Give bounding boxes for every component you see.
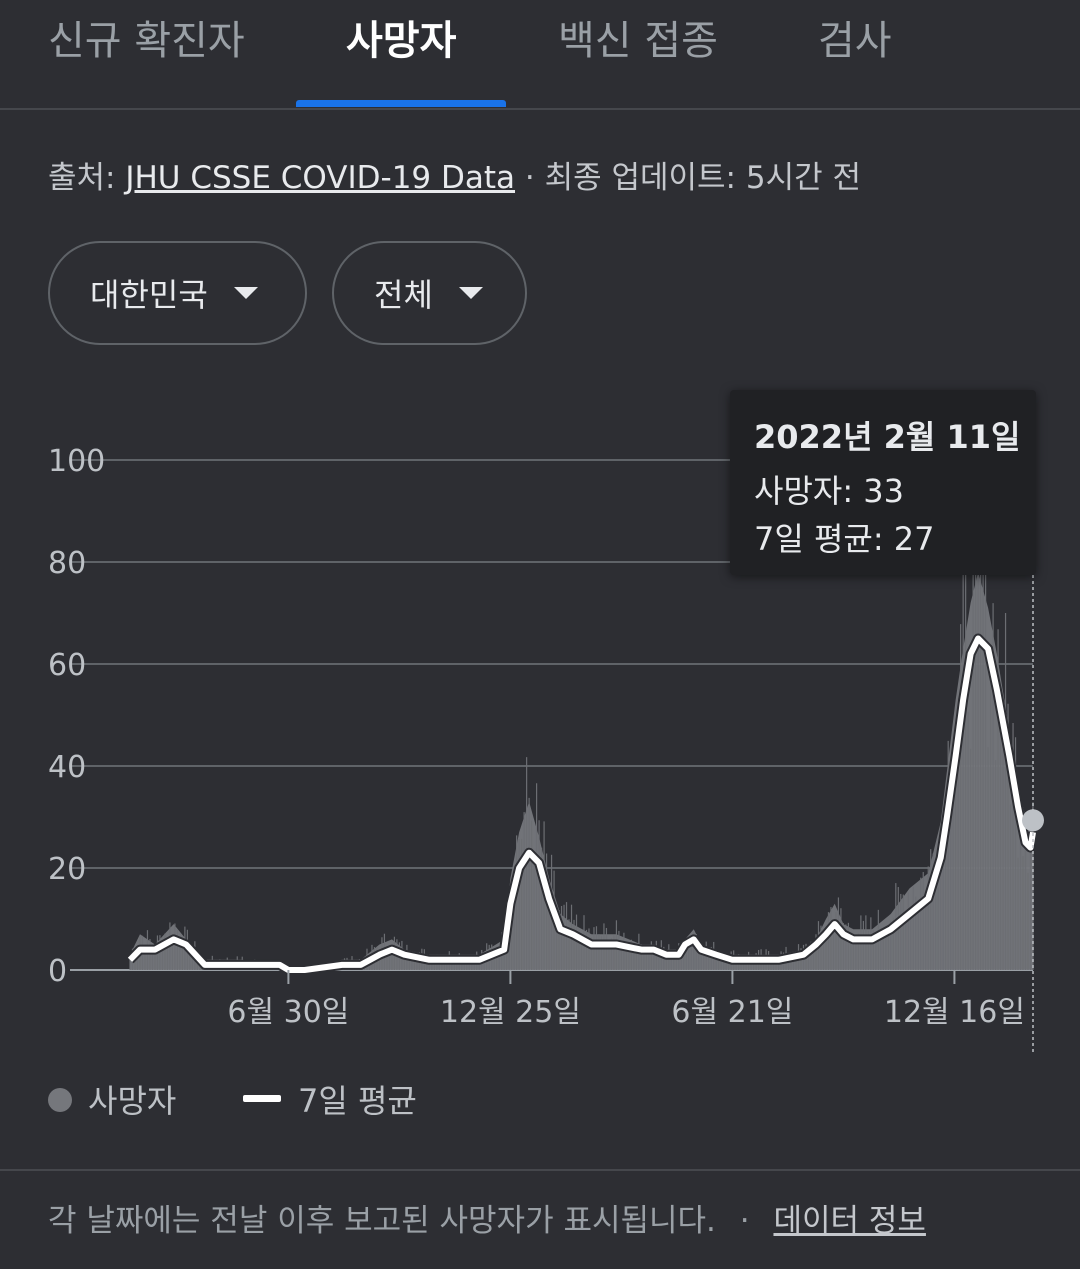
tab-new-cases[interactable]: 신규 확진자 <box>48 18 245 64</box>
region-dropdown[interactable]: 대한민국 <box>48 241 307 345</box>
x-tick-label: 6월 30일 <box>227 995 349 1030</box>
tab-vaccination[interactable]: 백신 접종 <box>558 18 718 64</box>
hover-point-marker <box>1022 809 1044 832</box>
footer-note: 각 날짜에는 전날 이후 보고된 사망자가 표시됩니다. <box>48 1203 716 1239</box>
y-tick-label: 80 <box>48 546 86 581</box>
source-prefix: 출처: <box>48 160 126 196</box>
x-tick-label: 12월 25일 <box>440 995 581 1030</box>
period-dropdown[interactable]: 전체 <box>332 241 527 345</box>
footer-separator: · <box>729 1203 760 1239</box>
tab-bar: 신규 확진자 사망자 백신 접종 검사 <box>0 0 1080 110</box>
chart-tooltip: 2022년 2월 11일 사망자: 33 7일 평균: 27 <box>730 390 1036 575</box>
update-status: · 최종 업데이트: 5시간 전 <box>515 160 861 196</box>
y-tick-label: 0 <box>48 954 67 989</box>
tooltip-average: 7일 평균: 27 <box>754 520 935 558</box>
data-info-link[interactable]: 데이터 정보 <box>773 1203 926 1239</box>
daily-deaths-area <box>130 572 1033 970</box>
y-tick-label: 60 <box>48 648 86 683</box>
deaths-chart[interactable]: 0 20 40 60 80 100 6월 30일 12월 25일 6월 21일 12월 16일 <box>0 380 1080 1060</box>
x-tick-label: 12월 16일 <box>884 995 1025 1030</box>
average-line-icon <box>243 1095 281 1102</box>
tooltip-date: 2022년 2월 11일 <box>754 418 1021 456</box>
caret-down-icon <box>233 287 258 299</box>
period-dropdown-label: 전체 <box>374 276 433 314</box>
daily-deaths-dot-icon <box>48 1088 72 1112</box>
y-tick-label: 40 <box>48 750 86 785</box>
y-tick-label: 20 <box>48 852 86 887</box>
caret-down-icon <box>458 287 483 299</box>
footer-divider <box>0 1169 1080 1171</box>
tab-testing[interactable]: 검사 <box>818 18 892 64</box>
source-link[interactable]: JHU CSSE COVID-19 Data <box>125 160 516 196</box>
active-tab-indicator <box>296 100 506 107</box>
source-line: 출처: JHU CSSE COVID-19 Data · 최종 업데이트: 5시… <box>48 152 861 197</box>
tab-deaths[interactable]: 사망자 <box>346 18 457 64</box>
y-tick-label: 100 <box>48 444 105 479</box>
seven-day-average-line <box>127 635 1036 973</box>
x-tick-label: 6월 21일 <box>671 995 793 1030</box>
region-dropdown-label: 대한민국 <box>90 276 208 314</box>
footer: 각 날짜에는 전날 이후 보고된 사망자가 표시됩니다. · 데이터 정보 <box>48 1195 926 1240</box>
legend-average-label: 7일 평균 <box>298 1082 417 1120</box>
legend-daily-label: 사망자 <box>88 1082 177 1120</box>
tooltip-deaths: 사망자: 33 <box>754 472 904 510</box>
